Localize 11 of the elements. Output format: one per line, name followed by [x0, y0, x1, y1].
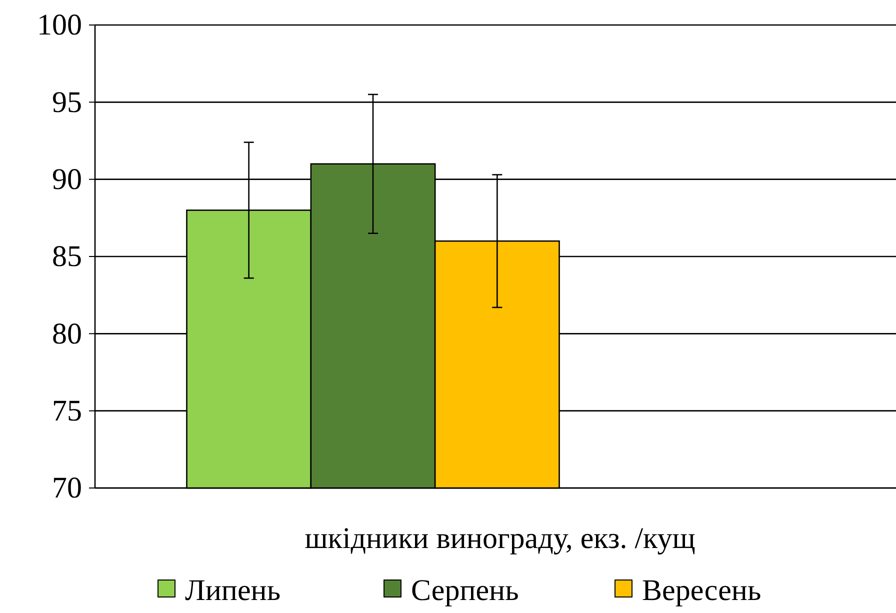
x-axis-title: шкідники винограду, екз. /кущ: [304, 522, 696, 555]
y-tick-label: 90: [52, 162, 82, 196]
y-tick-label: 70: [52, 472, 82, 505]
legend-label: Вересень: [642, 574, 762, 607]
legend-label: Липень: [185, 574, 281, 607]
y-tick-label: 85: [52, 240, 82, 274]
y-tick-label: 80: [52, 317, 82, 350]
y-tick-label: 75: [52, 394, 82, 428]
legend-label: Серпень: [411, 574, 519, 607]
y-tick-label: 95: [52, 86, 82, 119]
y-tick-label: 100: [37, 8, 82, 42]
